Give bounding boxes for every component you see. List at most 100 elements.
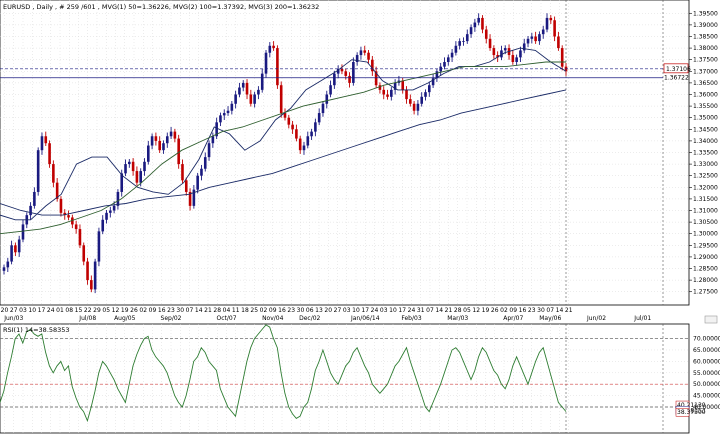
candle-body [203,157,207,169]
candle-body [249,94,253,104]
candle-body [268,45,272,53]
x-tick-label: 22 [84,307,92,314]
candle-body [287,117,291,125]
x-tick-label: 13 [315,307,323,314]
candle-body [515,57,518,63]
x-tick-label: 28 [454,307,462,314]
candle-body [492,48,496,56]
candle-body [200,168,203,176]
x-tick-label: 24 [47,307,55,314]
x-month-label: Jul/08 [78,315,96,322]
candle-body [488,38,492,49]
candle-body [424,92,427,97]
y-tick-label: 1.29000 [693,254,718,261]
candle-body [158,140,161,151]
candle-body [557,36,560,49]
candle-body [188,191,192,206]
candle-body [120,173,124,192]
y-tick-label: 1.39000 [693,22,718,29]
candle-body [496,55,499,58]
candle-body [530,36,534,39]
x-tick-label: 09 [149,307,157,314]
y-tick-label: 70.00000 [693,336,720,343]
x-tick-label: 05 [102,307,110,314]
x-tick-label: 10 [352,307,360,314]
rsi-title: RSI(1) 14=38.58353 [3,326,70,334]
x-tick-label: 17 [38,307,46,314]
candle-body [177,138,180,165]
candle-body [245,82,249,95]
price-tag-text: 1.36722 [664,75,689,82]
candle-body [545,17,549,30]
x-month-label: Oct/07 [216,315,236,322]
x-month-label: Jan/06/14 [350,315,380,322]
rsi-grid [0,324,689,433]
x-tick-label: 20 [324,307,332,314]
rsi-tag-text: 38.58353 [677,407,706,414]
x-month-label: Nov/04 [262,315,284,322]
candle-body [416,103,420,111]
y-tick-label: 1.38500 [693,33,718,40]
x-tick-label: 30 [176,307,184,314]
candle-body [44,136,48,144]
y-tick-label: 45.00000 [693,393,720,400]
candle-body [219,115,222,123]
candle-body [211,136,215,144]
y-tick-label: 1.36000 [693,91,718,98]
candle-body [420,96,424,104]
candle-body [306,136,310,146]
y-tick-label: 1.37000 [693,68,718,75]
candle-body [78,229,82,246]
x-tick-label: 07 [186,307,194,314]
candle-body [124,164,127,174]
ma-100-line [0,61,566,235]
candle-body [154,136,158,141]
candle-body [48,143,51,165]
x-tick-label: 21 [445,307,453,314]
candle-body [314,122,317,132]
candle-body [260,73,264,90]
candle-body [74,224,78,230]
candle-body [469,27,473,35]
y-tick-label: 1.27500 [693,289,718,296]
x-tick-label: 09 [269,307,277,314]
candle-body [443,62,446,67]
candle-body [207,143,211,158]
candle-body [184,180,188,192]
candle-body [264,52,268,74]
panel-resize-handle[interactable] [704,315,718,324]
candle-body [329,85,332,95]
x-tick-label: 16 [158,307,166,314]
candle-body [192,189,196,206]
candle-body [553,20,556,37]
candle-body [67,215,70,218]
candle-body [222,113,226,116]
candle-body [139,171,143,183]
candle-body [560,48,564,67]
candle-body [162,143,165,151]
candle-body [143,161,146,172]
candle-body [336,68,340,74]
y-tick-label: 1.36500 [693,80,718,87]
x-tick-label: 23 [167,307,175,314]
y-tick-label: 1.33500 [693,150,718,157]
x-tick-label: 07 [426,307,434,314]
y-tick-label: 1.38000 [693,45,718,52]
y-tick-label: 40.00000 [693,404,720,411]
candle-body [344,71,348,76]
x-tick-label: 07 [546,307,554,314]
y-tick-label: 1.28500 [693,266,718,273]
candle-body [226,110,230,114]
candle-body [405,89,408,100]
candle-body [10,245,13,262]
x-tick-label: 01 [56,307,64,314]
candle-body [390,89,393,97]
candle-body [298,138,302,151]
candle-body [169,131,173,137]
candle-body [367,52,370,60]
candle-body [295,129,298,139]
candle-body [165,136,169,144]
x-tick-label: 08 [65,307,73,314]
x-tick-label: 23 [528,307,536,314]
